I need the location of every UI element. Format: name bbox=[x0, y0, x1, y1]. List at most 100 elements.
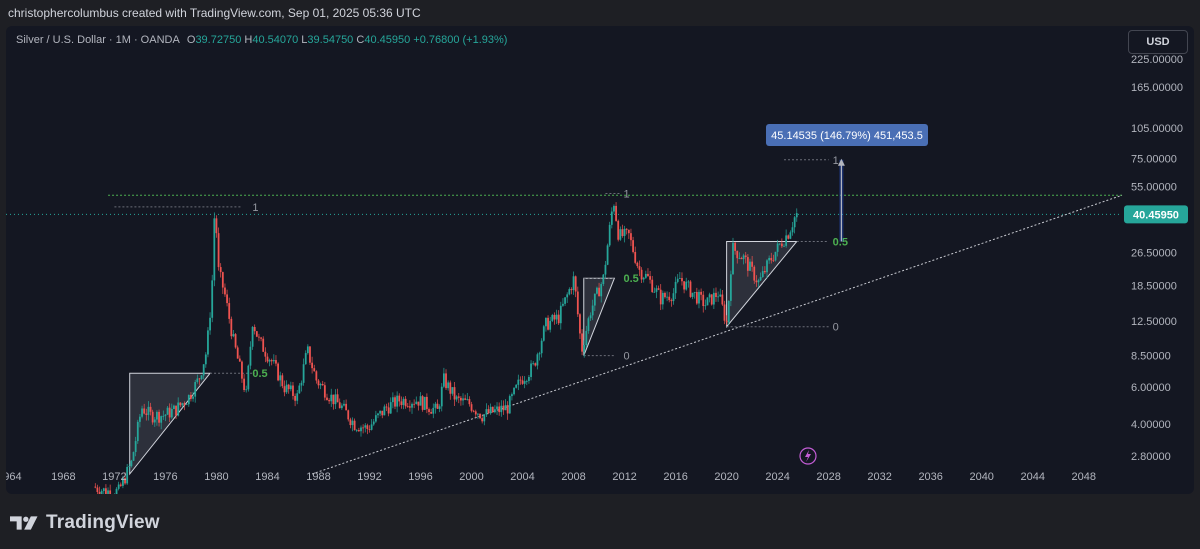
candle-body bbox=[528, 376, 530, 381]
candle-body bbox=[255, 331, 258, 337]
candle-body bbox=[415, 401, 418, 404]
price-chart[interactable]: 1 0.5 1 0.5 0 1 0.5 0 45.14535 (146.79%) 451,453… bbox=[6, 26, 1194, 494]
candle-body bbox=[334, 394, 337, 405]
candle-body bbox=[494, 409, 496, 413]
candle-body bbox=[241, 361, 243, 379]
candle-body bbox=[672, 293, 675, 302]
candle-body bbox=[421, 396, 424, 410]
candle-body bbox=[183, 403, 186, 405]
candle-body bbox=[542, 326, 545, 341]
candle-body bbox=[228, 303, 231, 319]
candle-body bbox=[508, 396, 511, 414]
candle-body bbox=[126, 466, 129, 484]
candle-body bbox=[351, 420, 354, 426]
candle-body bbox=[534, 363, 537, 366]
candle-body bbox=[372, 421, 375, 425]
candle-body bbox=[313, 368, 316, 372]
legend-change: +0.76800 (+1.93%) bbox=[413, 34, 508, 46]
candle-body bbox=[98, 491, 101, 494]
candle-body bbox=[394, 397, 396, 407]
x-tick-label: 2048 bbox=[1071, 471, 1095, 483]
candle-body bbox=[147, 406, 150, 415]
candle-body bbox=[470, 404, 473, 411]
fib-level-label: 1 bbox=[833, 155, 839, 167]
legend-close-value: 40.45950 bbox=[364, 34, 411, 46]
candle-body bbox=[593, 293, 596, 306]
candle-body bbox=[568, 289, 571, 295]
candle-body bbox=[619, 229, 622, 240]
candle-body bbox=[309, 346, 311, 363]
candle-body bbox=[723, 304, 726, 321]
candle-body bbox=[678, 278, 681, 279]
line-drawings bbox=[6, 159, 1123, 475]
candle-body bbox=[389, 402, 392, 414]
candle-body bbox=[402, 398, 405, 406]
candle-body bbox=[349, 419, 352, 426]
x-tick-label: 2004 bbox=[510, 471, 534, 483]
candle-body bbox=[268, 360, 271, 362]
candle-body bbox=[330, 394, 333, 402]
candle-body bbox=[115, 488, 118, 494]
candle-body bbox=[581, 333, 583, 352]
candle-body bbox=[630, 233, 632, 241]
candle-body bbox=[457, 396, 460, 398]
candle-body bbox=[644, 273, 647, 278]
legend-low-value: 39.54750 bbox=[307, 34, 354, 46]
lightning-icon bbox=[799, 447, 817, 465]
tradingview-logo-icon bbox=[10, 516, 38, 530]
candle-body bbox=[262, 338, 265, 352]
candle-body bbox=[128, 466, 131, 467]
candle-body bbox=[462, 398, 464, 401]
candle-body bbox=[158, 411, 160, 423]
candle-body bbox=[589, 315, 592, 319]
candle-body bbox=[236, 347, 239, 359]
candle-body bbox=[362, 427, 365, 429]
candle-body bbox=[277, 363, 279, 381]
candle-body bbox=[173, 405, 175, 410]
x-tick-label: 2016 bbox=[663, 471, 687, 483]
candle-body bbox=[117, 484, 120, 489]
candle-body bbox=[194, 381, 197, 397]
candle-body bbox=[425, 396, 428, 410]
candle-body bbox=[326, 397, 328, 401]
currency-button[interactable]: USD bbox=[1128, 30, 1188, 54]
triangle-pattern bbox=[129, 372, 212, 476]
candle-body bbox=[298, 385, 301, 394]
candle-body bbox=[706, 297, 709, 306]
candle-body bbox=[659, 289, 662, 305]
candle-body bbox=[219, 267, 222, 273]
candle-body bbox=[538, 353, 541, 355]
y-tick-label: 8.50000 bbox=[1131, 351, 1171, 363]
candle-body bbox=[164, 414, 167, 416]
candle-body bbox=[436, 403, 439, 409]
candle-body bbox=[156, 411, 158, 420]
candle-body bbox=[487, 409, 490, 414]
candle-body bbox=[472, 410, 475, 412]
y-tick-label: 105.00000 bbox=[1131, 123, 1183, 135]
candle-body bbox=[289, 385, 292, 390]
candle-body bbox=[700, 291, 703, 295]
candle-body bbox=[170, 409, 173, 418]
candle-body bbox=[715, 292, 717, 298]
candle-body bbox=[107, 490, 109, 494]
candle-body bbox=[466, 399, 469, 400]
candle-body bbox=[483, 414, 486, 422]
candle-body bbox=[391, 397, 394, 403]
candle-body bbox=[479, 413, 481, 419]
candle-body bbox=[379, 410, 382, 414]
lightning-bolt-icon bbox=[805, 450, 811, 462]
candle-body bbox=[666, 296, 668, 298]
candle-body bbox=[564, 297, 566, 304]
candle-body bbox=[209, 317, 211, 331]
fib-half-label: 0.5 bbox=[833, 236, 848, 248]
candle-body bbox=[453, 387, 456, 400]
candle-body bbox=[579, 314, 581, 334]
candle-body bbox=[132, 452, 135, 461]
candle-body bbox=[400, 401, 403, 406]
candle-body bbox=[787, 235, 790, 239]
x-tick-label: 964 bbox=[6, 471, 22, 483]
x-tick-label: 2028 bbox=[816, 471, 840, 483]
candle-body bbox=[338, 402, 341, 409]
chart-panel[interactable]: Silver / U.S. Dollar · 1M · OANDA O39.72… bbox=[6, 26, 1194, 494]
candle-body bbox=[122, 477, 124, 486]
